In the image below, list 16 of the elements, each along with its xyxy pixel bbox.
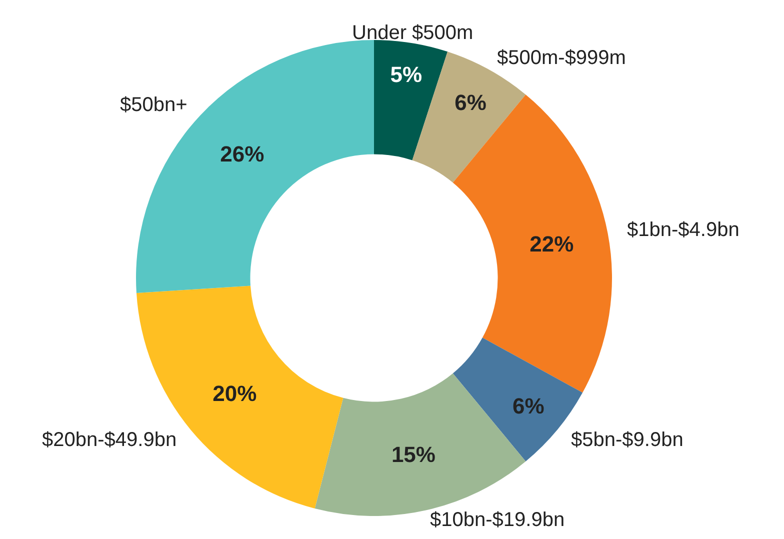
slice-label: Under $500m <box>352 22 474 44</box>
slice-label: $10bn-$19.9bn <box>430 509 565 531</box>
slice-label: $500m-$999m <box>497 47 626 69</box>
data-label: 20% <box>212 380 257 406</box>
slice-label: $5bn-$9.9bn <box>571 429 684 451</box>
data-label: 15% <box>391 442 436 468</box>
data-label: 6% <box>512 393 544 418</box>
data-label: 6% <box>454 90 486 115</box>
data-label: 22% <box>530 232 574 257</box>
data-label: 5% <box>390 62 422 88</box>
slice-label: $50bn+ <box>120 94 188 116</box>
data-label: 26% <box>220 142 264 167</box>
slice-label: $20bn-$49.9bn <box>42 429 177 451</box>
donut-slice <box>452 94 612 393</box>
donut-slice <box>374 40 448 160</box>
slice-label: $1bn-$4.9bn <box>627 219 740 241</box>
